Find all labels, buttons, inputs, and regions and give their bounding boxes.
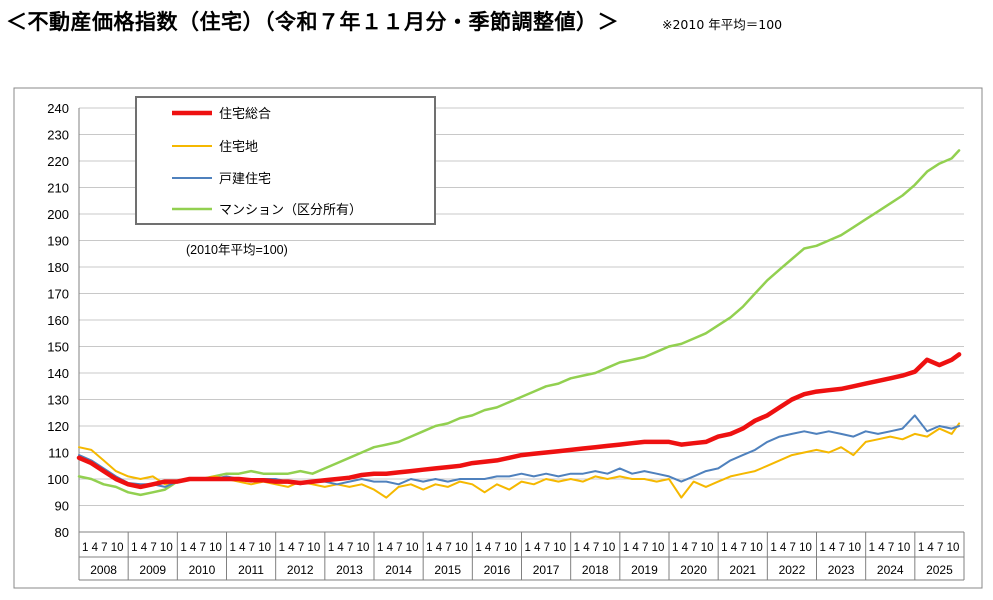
year-label-2017: 2017 (533, 563, 560, 577)
year-label-2015: 2015 (434, 563, 461, 577)
month-tick-label: 1 4 7 10 (377, 542, 419, 554)
y-axis: 80 90 100 110 120 130 140 150 160 170 180 190 200 210… (47, 101, 80, 540)
y-tick-label: 180 (47, 260, 69, 275)
y-tick-label: 190 (47, 234, 69, 249)
month-tick-label: 1 4 7 10 (918, 542, 960, 554)
month-tick-label: 1 4 7 10 (820, 542, 862, 554)
month-tick-label: 1 4 7 10 (623, 542, 665, 554)
legend-box (135, 96, 436, 225)
y-tick-label: 80 (55, 525, 69, 540)
y-tick-label: 90 (55, 499, 69, 514)
month-tick-label: 1 4 7 10 (721, 542, 763, 554)
year-label-2025: 2025 (926, 563, 953, 577)
month-tick-label: 1 4 7 10 (328, 542, 370, 554)
year-label-2020: 2020 (680, 563, 707, 577)
month-tick-label: 1 4 7 10 (869, 542, 911, 554)
inner-base-note: (2010年平均=100) (186, 243, 288, 257)
series-line-0 (76, 352, 962, 490)
year-label-2009: 2009 (139, 563, 166, 577)
month-tick-label: 1 4 7 10 (279, 542, 321, 554)
y-tick-label: 140 (47, 366, 69, 381)
month-tick-label: 1 4 7 10 (672, 542, 714, 554)
year-label-2022: 2022 (779, 563, 806, 577)
legend-label-1: 住宅地 (219, 139, 258, 154)
y-tick-label: 120 (47, 419, 69, 434)
month-tick-label: 1 4 7 10 (426, 542, 468, 554)
year-label-2010: 2010 (189, 563, 216, 577)
y-tick-label: 100 (47, 472, 69, 487)
y-tick-label: 130 (47, 393, 69, 408)
y-tick-label: 170 (47, 287, 69, 302)
y-tick-label: 200 (47, 207, 69, 222)
y-tick-label: 210 (47, 181, 69, 196)
month-tick-label: 1 4 7 10 (180, 542, 222, 554)
x-axis: 1 4 7 10 2008 1 4 7 10 2009 1 4 7 10 2010 1 4 … (78, 531, 965, 581)
year-label-2024: 2024 (877, 563, 904, 577)
page-title: ＜不動産価格指数（住宅）（令和７年１１月分・季節調整値）＞ (6, 10, 619, 34)
year-label-2021: 2021 (729, 563, 756, 577)
month-tick-label: 1 4 7 10 (82, 542, 124, 554)
month-tick-label: 1 4 7 10 (770, 542, 812, 554)
month-tick-label: 1 4 7 10 (574, 542, 616, 554)
series-line-2 (78, 414, 961, 488)
year-label-2012: 2012 (287, 563, 314, 577)
year-label-2014: 2014 (385, 563, 412, 577)
month-tick-label: 1 4 7 10 (525, 542, 567, 554)
series-lines (76, 149, 962, 499)
year-label-2023: 2023 (828, 563, 855, 577)
y-tick-label: 220 (47, 154, 69, 169)
year-label-2011: 2011 (238, 563, 264, 577)
base-year-note: ※2010 年平均＝100 (662, 17, 783, 32)
y-tick-label: 240 (47, 101, 69, 116)
month-tick-label: 1 4 7 10 (475, 542, 517, 554)
year-label-2019: 2019 (631, 563, 658, 577)
year-label-2008: 2008 (90, 563, 117, 577)
legend-label-0: 住宅総合 (219, 106, 271, 121)
y-tick-label: 150 (47, 340, 69, 355)
y-tick-label: 160 (47, 313, 69, 328)
series-line-3 (77, 149, 961, 497)
month-tick-label: 1 4 7 10 (230, 542, 272, 554)
year-label-2016: 2016 (484, 563, 511, 577)
year-label-2013: 2013 (336, 563, 363, 577)
y-tick-label: 230 (47, 128, 69, 143)
month-tick-label: 1 4 7 10 (131, 542, 173, 554)
year-label-2018: 2018 (582, 563, 609, 577)
legend-label-3: マンション（区分所有） (219, 202, 362, 217)
y-tick-label: 110 (48, 446, 69, 461)
legend-label-2: 戸建住宅 (219, 171, 271, 186)
